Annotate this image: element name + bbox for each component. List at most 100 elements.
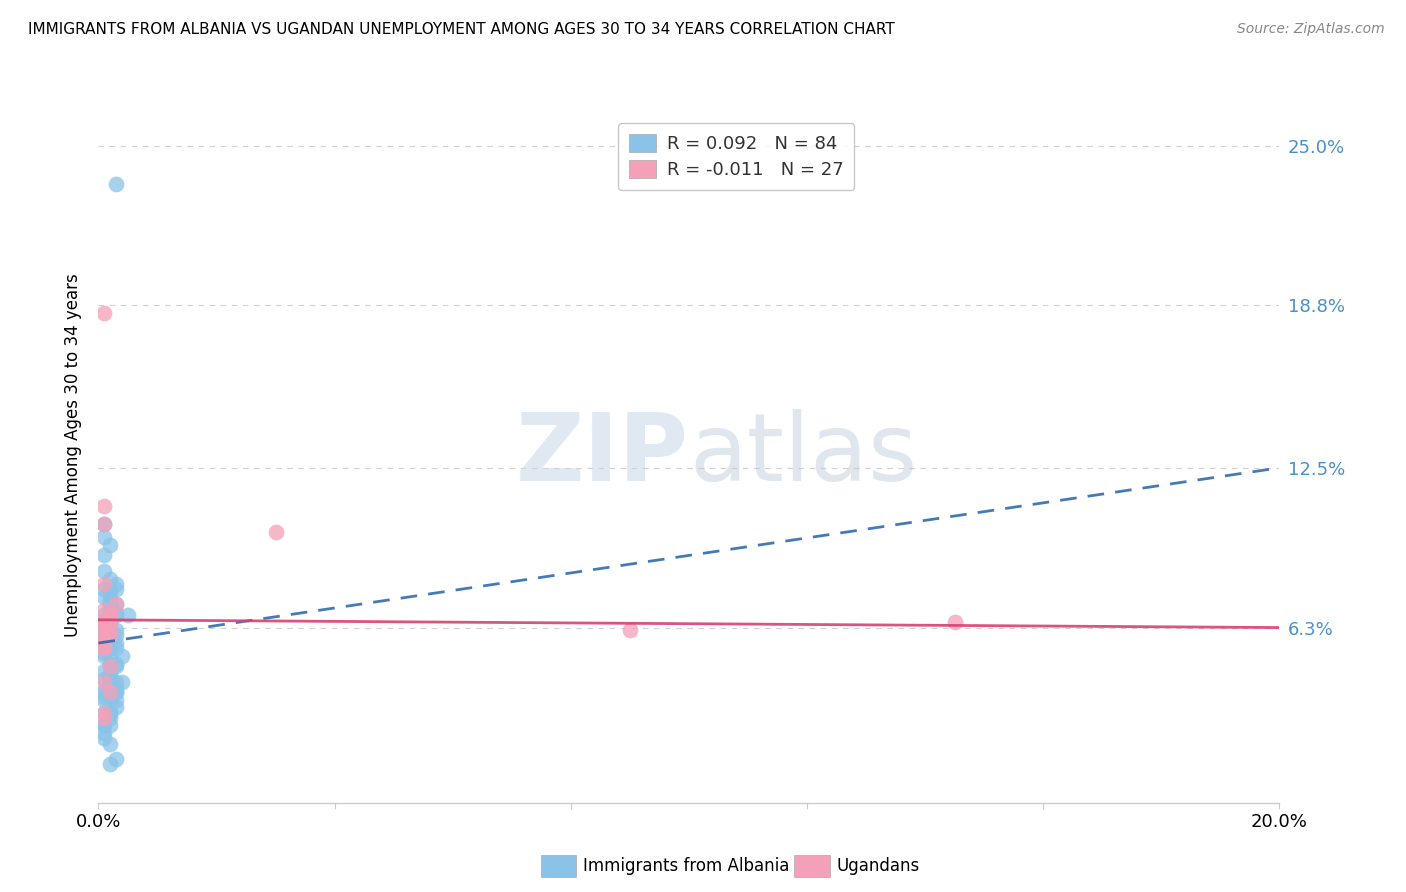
- Point: [98, 572, 121, 586]
- Point: [98, 757, 121, 772]
- Point: [93, 621, 115, 635]
- Point: [105, 598, 128, 612]
- Point: [98, 592, 121, 607]
- Point: [98, 674, 121, 689]
- Point: [98, 615, 121, 630]
- Point: [93, 500, 115, 514]
- Point: [93, 648, 115, 663]
- Point: [105, 636, 128, 650]
- Point: [93, 685, 115, 699]
- Point: [93, 615, 115, 630]
- Point: [98, 737, 121, 751]
- Point: [93, 564, 115, 578]
- Point: [98, 615, 121, 630]
- Point: [93, 685, 115, 699]
- Point: [98, 659, 121, 673]
- Point: [98, 633, 121, 648]
- Point: [93, 633, 115, 648]
- Point: [98, 641, 121, 656]
- Point: [93, 633, 115, 648]
- Point: [943, 615, 966, 630]
- Legend: R = 0.092   N = 84, R = -0.011   N = 27: R = 0.092 N = 84, R = -0.011 N = 27: [619, 123, 855, 190]
- Point: [93, 690, 115, 705]
- Point: [93, 615, 115, 630]
- Point: [105, 700, 128, 714]
- Point: [105, 685, 128, 699]
- Point: [98, 718, 121, 732]
- Point: [105, 605, 128, 619]
- Point: [98, 598, 121, 612]
- Point: [98, 685, 121, 699]
- Point: [98, 648, 121, 663]
- Point: [105, 680, 128, 694]
- Point: [93, 711, 115, 725]
- Point: [98, 706, 121, 720]
- Point: [93, 517, 115, 532]
- Point: [98, 538, 121, 552]
- Point: [93, 706, 115, 720]
- Point: [93, 549, 115, 563]
- Point: [117, 607, 139, 622]
- Point: [98, 599, 121, 614]
- Point: [105, 641, 128, 656]
- Point: [98, 672, 121, 686]
- Point: [98, 595, 121, 609]
- Point: [98, 621, 121, 635]
- Point: [105, 657, 128, 671]
- Point: [93, 672, 115, 686]
- Point: [105, 628, 128, 642]
- Text: Ugandans: Ugandans: [837, 857, 920, 875]
- Point: [105, 582, 128, 596]
- Point: [98, 641, 121, 656]
- Point: [105, 685, 128, 699]
- Point: [93, 306, 115, 320]
- Text: IMMIGRANTS FROM ALBANIA VS UGANDAN UNEMPLOYMENT AMONG AGES 30 TO 34 YEARS CORREL: IMMIGRANTS FROM ALBANIA VS UGANDAN UNEMP…: [28, 22, 894, 37]
- Text: Source: ZipAtlas.com: Source: ZipAtlas.com: [1237, 22, 1385, 37]
- Point: [93, 628, 115, 642]
- Point: [98, 669, 121, 683]
- Point: [93, 706, 115, 720]
- Point: [93, 607, 115, 622]
- Y-axis label: Unemployment Among Ages 30 to 34 years: Unemployment Among Ages 30 to 34 years: [65, 273, 83, 637]
- Point: [619, 623, 641, 637]
- Text: ZIP: ZIP: [516, 409, 689, 501]
- Point: [98, 598, 121, 612]
- Point: [98, 685, 121, 699]
- Point: [93, 641, 115, 656]
- Point: [93, 726, 115, 740]
- Point: [93, 731, 115, 746]
- Point: [98, 657, 121, 671]
- Point: [93, 615, 115, 630]
- Point: [98, 674, 121, 689]
- Point: [93, 621, 115, 635]
- Point: [98, 582, 121, 596]
- Point: [93, 530, 115, 544]
- Point: [98, 584, 121, 599]
- Point: [93, 633, 115, 648]
- Point: [93, 674, 115, 689]
- Point: [98, 667, 121, 681]
- Point: [105, 674, 128, 689]
- Point: [93, 602, 115, 616]
- Point: [98, 607, 121, 622]
- Point: [98, 659, 121, 673]
- Point: [105, 623, 128, 637]
- Point: [93, 692, 115, 706]
- Point: [93, 641, 115, 656]
- Point: [98, 706, 121, 720]
- Point: [98, 610, 121, 624]
- Point: [98, 607, 121, 622]
- Point: [93, 646, 115, 660]
- Point: [93, 623, 115, 637]
- Text: Immigrants from Albania: Immigrants from Albania: [583, 857, 790, 875]
- Point: [98, 706, 121, 720]
- Point: [98, 628, 121, 642]
- Point: [93, 641, 115, 656]
- Point: [93, 631, 115, 645]
- Point: [105, 178, 128, 192]
- Point: [93, 582, 115, 596]
- Point: [93, 576, 115, 591]
- Point: [98, 623, 121, 637]
- Point: [93, 718, 115, 732]
- Point: [264, 525, 287, 540]
